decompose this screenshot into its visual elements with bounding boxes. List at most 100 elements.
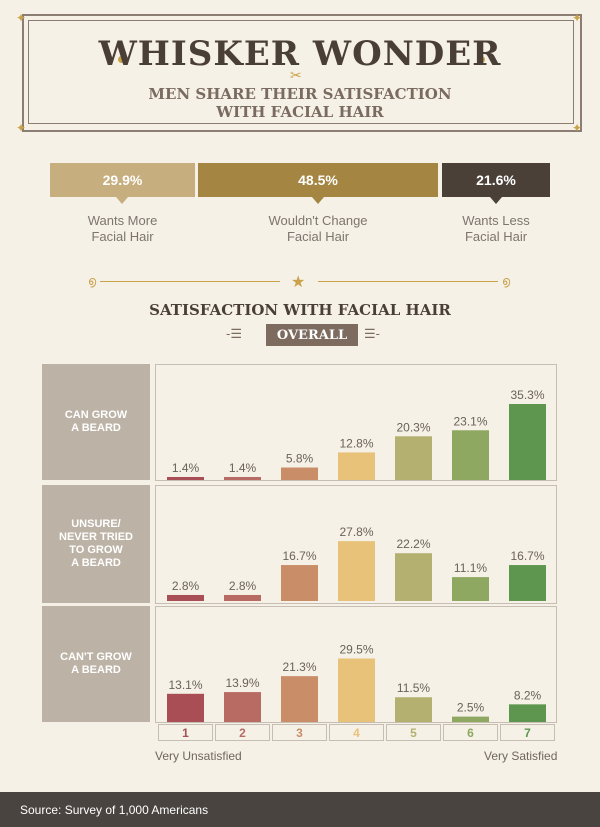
x-tick-6: 6 [443,724,498,741]
curl-ornament-icon: ൭ [88,274,97,288]
row-panel-unsure [155,485,557,604]
row-label-line: CAN'T GROW [60,651,132,663]
dot-ornament-icon [118,56,125,63]
corner-ornament-icon: ✦ [572,11,583,25]
subtitle-line-1: MEN SHARE THEIR SATISFACTION [148,85,452,103]
x-tick-2: 2 [215,724,270,741]
row-label-line: A BEARD [71,557,121,569]
x-tick-3: 3 [272,724,327,741]
row-panel-cant-grow [155,606,557,723]
curl-ornament-icon: ൭ [502,274,511,288]
x-tick-4: 4 [329,724,384,741]
pref-box-wants-more: 29.9% [50,163,195,197]
divider-line [100,281,280,282]
bar-row2-cat4 [338,541,375,601]
pref-label-line: Wouldn't Change [268,213,368,228]
ribbon-deco-icon: -☰ [226,326,242,341]
bar-row3-cat6 [452,716,489,722]
bar-row1-cat5 [395,436,432,480]
data-label-row2-cat1: 2.8% [172,579,200,593]
bar-row2-cat6 [452,577,489,601]
data-label-row1-cat2: 1.4% [229,461,257,475]
data-label-row2-cat7: 16.7% [510,549,544,563]
page-title: WHISKER WONDER [98,34,502,74]
source-text: Source: Survey of 1,000 Americans [20,802,209,817]
bar-row1-cat6 [452,430,489,480]
corner-ornament-icon: ✦ [16,11,27,25]
pref-box-wouldnt-change: 48.5% [198,163,438,197]
bar-row2-cat3 [281,565,318,601]
bar-row2-cat2 [224,594,261,601]
bar-row3-cat1 [167,693,204,722]
pref-label-line: Facial Hair [464,229,528,244]
row-label-can-grow: CAN GROW A BEARD [42,364,150,480]
x-tick-5: 5 [386,724,441,741]
bar-row1-cat3 [281,467,318,480]
bar-row1-cat1 [167,476,204,480]
pref-box-wants-less: 21.6% [442,163,550,197]
data-label-row3-cat3: 21.3% [282,660,316,674]
pref-label-line: Facial Hair [286,229,350,244]
divider-line [318,281,498,282]
data-label-row1-cat5: 20.3% [396,420,430,434]
bar-row3-cat5 [395,697,432,722]
ribbon-label: OVERALL [266,324,358,346]
ribbon-deco-icon: ☰- [364,326,380,341]
bar-row3-cat2 [224,692,261,722]
row-panel-can-grow [155,364,557,481]
bar-row3-cat3 [281,676,318,722]
pointer-icon [312,197,324,204]
dot-ornament-icon [478,56,485,63]
pref-label-wants-less: Wants Less Facial Hair [436,213,556,245]
bar-row2-cat7 [509,565,546,601]
header-frame-outer [22,14,582,132]
page-subtitle: MEN SHARE THEIR SATISFACTION WITH FACIAL… [0,85,600,121]
bar-row3-cat7 [509,704,546,722]
data-label-row1-cat3: 5.8% [286,452,314,466]
star-icon: ★ [291,274,306,291]
corner-ornament-icon: ✦ [16,121,27,135]
row-label-cant-grow: CAN'T GROW A BEARD [42,606,150,722]
row-label-line: CAN GROW [64,409,128,421]
x-tick-1: 1 [158,724,213,741]
row-label-line: UNSURE/ [71,518,121,530]
bar-row1-cat2 [224,476,261,480]
pointer-icon [490,197,502,204]
data-label-row3-cat5: 11.5% [397,681,430,695]
row-label-unsure: UNSURE/ NEVER TRIED TO GROW A BEARD [42,485,150,603]
pref-label-line: Wants Less [462,213,530,228]
data-label-row1-cat1: 1.4% [172,461,200,475]
section-title: SATISFACTION WITH FACIAL HAIR [149,301,451,319]
row-label-line: A BEARD [71,422,121,434]
bar-row3-cat4 [338,658,375,722]
data-label-row2-cat5: 22.2% [396,537,430,551]
data-label-row3-cat4: 29.5% [339,642,373,656]
x-tick-7: 7 [500,724,555,741]
data-label-row3-cat1: 13.1% [168,678,202,692]
data-label-row1-cat4: 12.8% [339,436,373,450]
data-label-row3-cat7: 8.2% [514,688,542,702]
data-label-row2-cat2: 2.8% [229,579,257,593]
pref-label-wants-more: Wants More Facial Hair [60,213,185,245]
data-label-row3-cat2: 13.9% [225,676,259,690]
pointer-icon [116,197,128,204]
data-label-row1-cat7: 35.3% [510,388,544,402]
scale-high-label: Very Satisfied [484,749,558,763]
data-label-row1-cat6: 23.1% [453,414,487,428]
data-label-row2-cat6: 11.1% [454,561,487,575]
row-label-line: NEVER TRIED [59,531,133,543]
header-frame-inner [28,20,574,124]
scissors-icon: ✂ [290,67,302,83]
bar-row2-cat5 [395,553,432,601]
bar-row1-cat4 [338,452,375,480]
footer-bar: Source: Survey of 1,000 Americans [0,792,600,827]
data-label-row2-cat3: 16.7% [282,549,316,563]
bar-row1-cat7 [509,404,546,480]
pref-label-line: Facial Hair [91,229,154,244]
pref-label-line: Wants More [87,213,158,228]
row-label-line: A BEARD [71,664,121,676]
data-label-row2-cat4: 27.8% [339,525,373,539]
corner-ornament-icon: ✦ [572,121,583,135]
bar-row2-cat1 [167,594,204,601]
